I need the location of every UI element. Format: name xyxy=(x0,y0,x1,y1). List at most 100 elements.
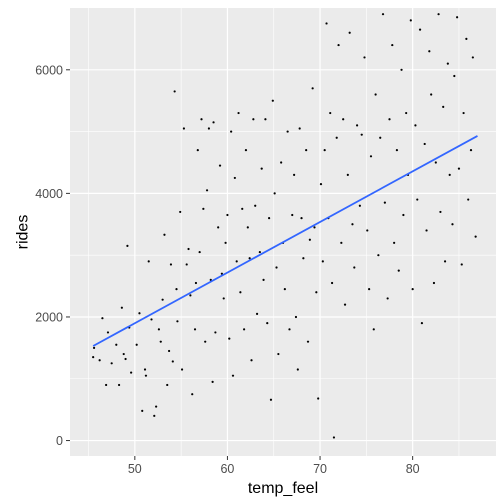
data-point xyxy=(212,121,215,124)
data-point xyxy=(317,397,320,400)
data-point xyxy=(337,43,340,47)
data-point xyxy=(346,173,349,176)
data-point xyxy=(313,226,316,229)
y-tick-label: 2000 xyxy=(35,310,63,324)
data-point xyxy=(411,288,414,291)
data-point xyxy=(416,198,419,201)
data-point xyxy=(273,192,276,195)
data-point xyxy=(423,142,426,146)
data-point xyxy=(222,297,225,300)
y-axis-title: rides xyxy=(15,215,32,250)
data-point xyxy=(446,62,449,65)
grid-lines xyxy=(70,8,496,456)
data-point xyxy=(381,13,385,16)
x-tick-label: 60 xyxy=(220,462,234,476)
data-point xyxy=(205,189,209,192)
data-point xyxy=(153,414,156,417)
data-point xyxy=(163,233,166,236)
data-point xyxy=(391,43,394,47)
data-point xyxy=(420,322,424,325)
data-point xyxy=(460,263,463,266)
data-point xyxy=(171,360,174,363)
data-point xyxy=(143,368,147,371)
data-point xyxy=(355,124,359,127)
data-point xyxy=(434,161,437,164)
data-point xyxy=(196,149,199,152)
data-point xyxy=(228,337,231,340)
data-point xyxy=(388,118,391,121)
data-point xyxy=(252,118,255,121)
data-point xyxy=(443,260,447,263)
data-point xyxy=(372,328,375,331)
data-point xyxy=(277,352,280,356)
data-point xyxy=(348,31,351,34)
data-point xyxy=(159,340,162,343)
data-point xyxy=(248,257,251,260)
data-point xyxy=(182,127,186,130)
data-point xyxy=(126,244,129,248)
data-point xyxy=(374,93,377,96)
x-axis-ticks: 50 60 70 80 xyxy=(128,456,420,476)
data-point xyxy=(368,288,371,291)
data-point xyxy=(275,266,278,269)
x-axis-title: temp_feel xyxy=(248,480,318,497)
data-point xyxy=(430,93,433,96)
data-point xyxy=(189,294,192,297)
data-point xyxy=(465,37,468,40)
data-point xyxy=(342,118,345,121)
data-point xyxy=(255,312,259,315)
data-point xyxy=(115,343,118,346)
data-point xyxy=(437,13,440,16)
data-point xyxy=(179,210,182,214)
y-tick-label: 0 xyxy=(56,434,63,448)
data-point xyxy=(92,356,95,359)
data-point xyxy=(266,322,269,325)
data-point xyxy=(130,371,133,374)
data-point xyxy=(386,297,389,300)
data-point xyxy=(124,357,127,361)
data-point xyxy=(193,328,197,331)
data-point xyxy=(469,149,473,152)
data-point xyxy=(418,28,422,31)
x-tick-label: 80 xyxy=(406,462,420,476)
data-point xyxy=(254,204,257,207)
data-point xyxy=(409,19,412,22)
data-point xyxy=(224,241,227,244)
data-point xyxy=(157,328,161,331)
data-point xyxy=(135,343,138,346)
data-point xyxy=(260,167,263,170)
data-point xyxy=(286,130,289,133)
data-point xyxy=(462,111,465,115)
data-point xyxy=(231,374,235,377)
data-point xyxy=(207,127,211,130)
data-point xyxy=(323,149,326,152)
data-point xyxy=(180,368,184,371)
data-point xyxy=(315,291,318,294)
data-point xyxy=(474,235,477,238)
data-point xyxy=(122,352,125,356)
data-point xyxy=(194,281,198,285)
data-point xyxy=(117,383,121,387)
data-point xyxy=(176,320,179,323)
data-point xyxy=(400,68,403,71)
data-point xyxy=(330,281,334,285)
data-point xyxy=(198,250,201,254)
data-point xyxy=(204,340,207,343)
data-point xyxy=(268,216,271,220)
data-point xyxy=(166,383,169,387)
data-point xyxy=(191,393,194,396)
data-point xyxy=(294,315,298,319)
data-point xyxy=(105,383,108,387)
data-point xyxy=(214,331,217,334)
data-point xyxy=(226,213,229,217)
data-point xyxy=(306,340,310,343)
data-point xyxy=(296,368,299,371)
data-point xyxy=(187,247,190,251)
data-point xyxy=(258,250,261,254)
data-point xyxy=(414,124,417,127)
data-point xyxy=(250,359,253,362)
data-point xyxy=(332,436,336,439)
data-point xyxy=(283,288,286,291)
data-point xyxy=(366,229,369,232)
data-point xyxy=(395,149,399,152)
